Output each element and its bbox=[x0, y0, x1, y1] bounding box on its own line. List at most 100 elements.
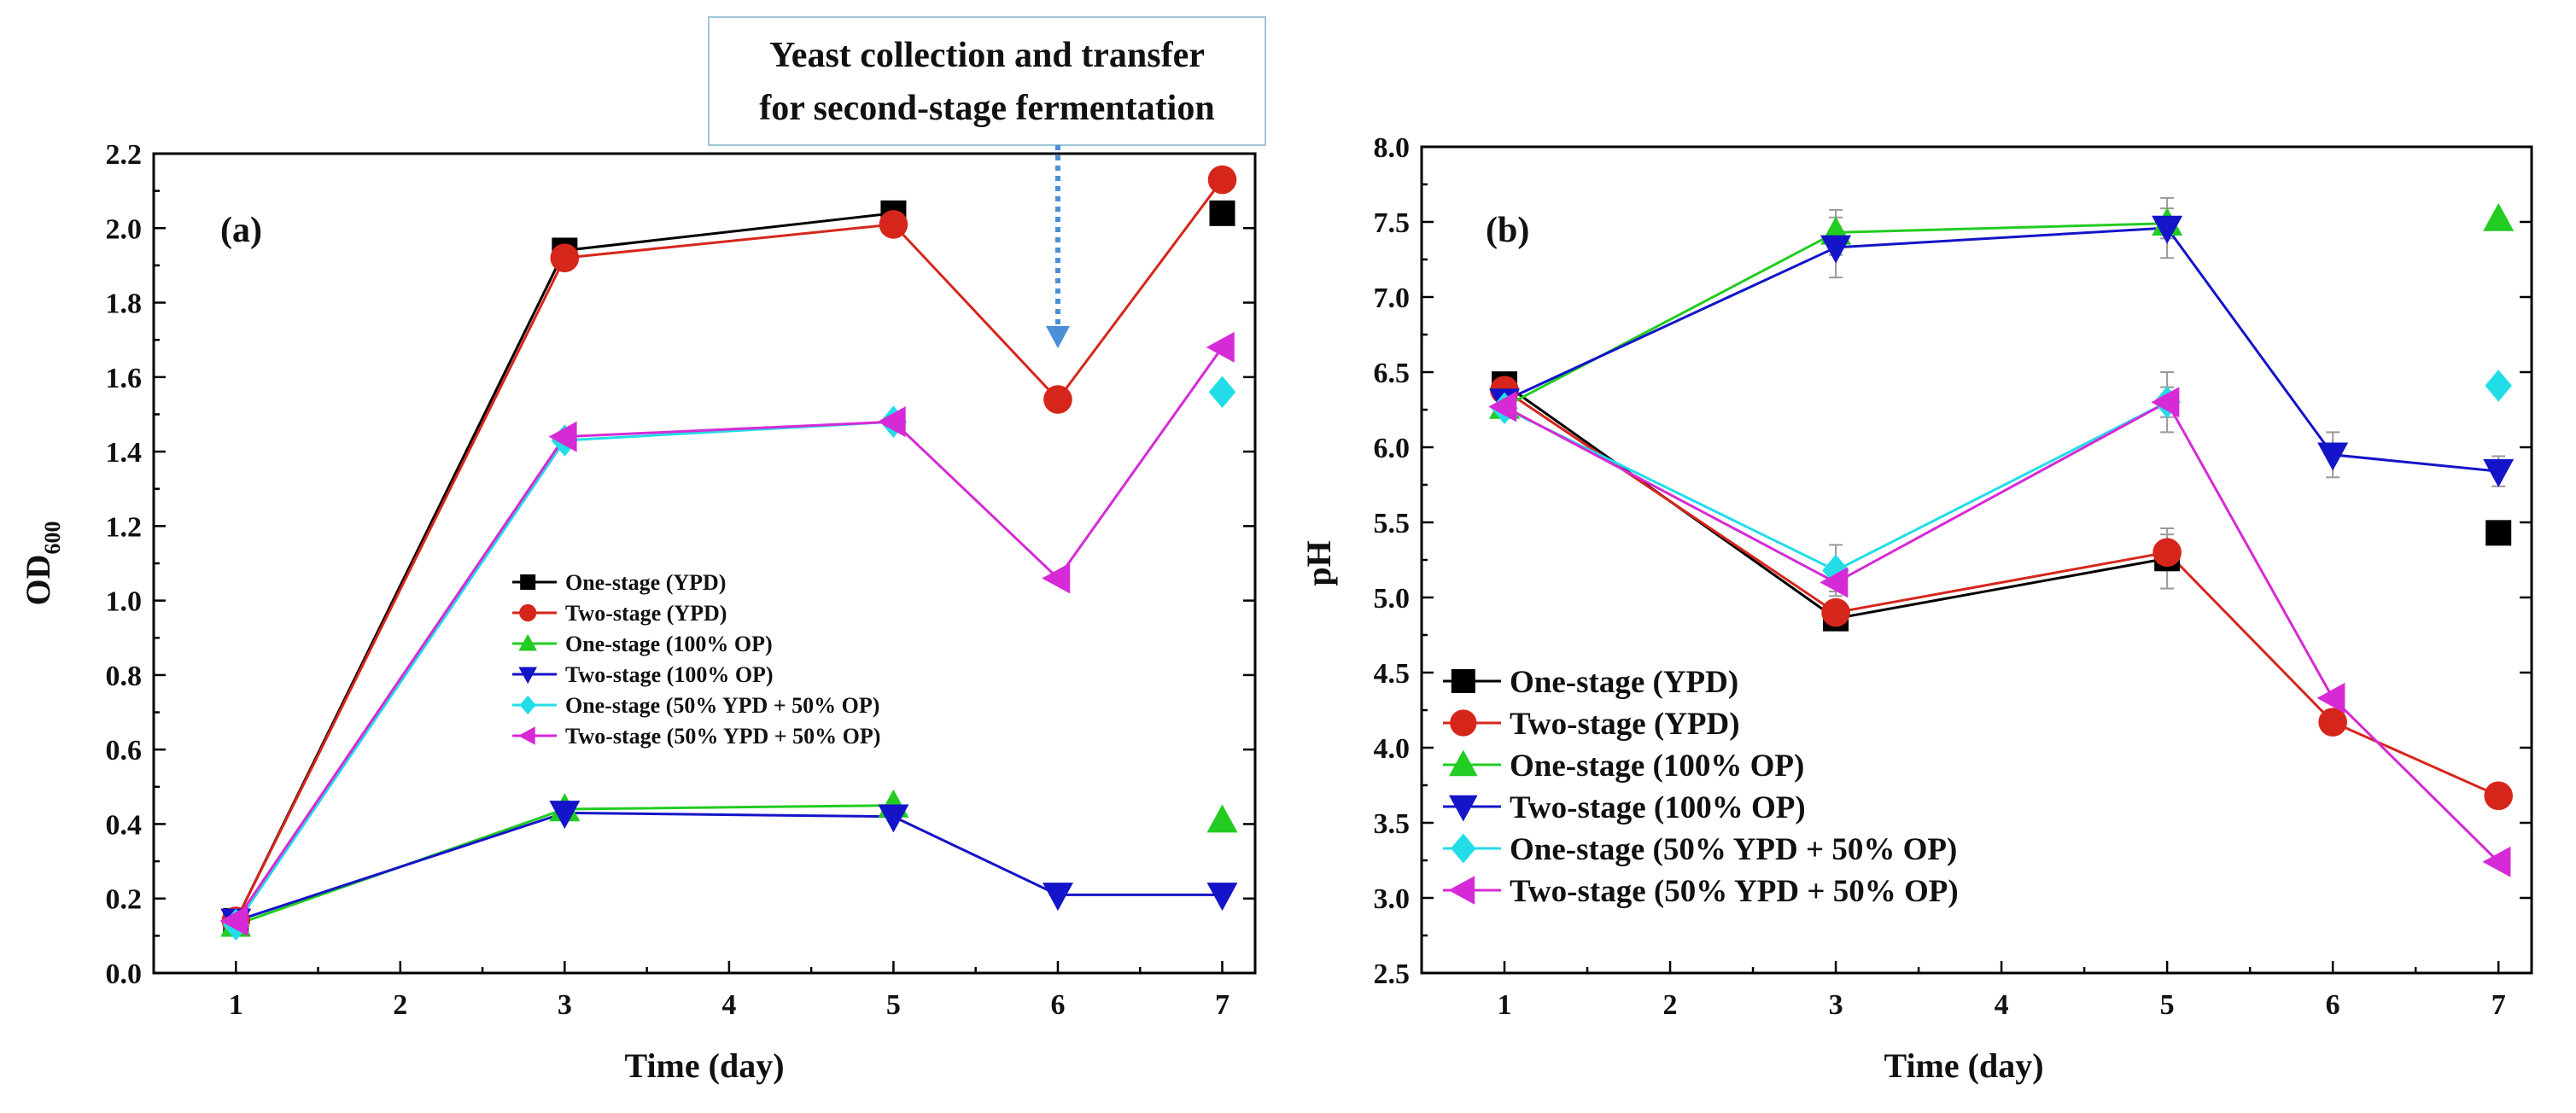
y-tick-label: 7.5 bbox=[1374, 207, 1411, 239]
legend-label: Two-stage (100% OP) bbox=[565, 662, 774, 687]
x-tick-label: 1 bbox=[229, 989, 243, 1021]
y-tick-label: 1.2 bbox=[106, 511, 143, 543]
x-axis-title-b: Time (day) bbox=[1884, 1046, 2043, 1085]
data-point bbox=[2317, 442, 2349, 471]
x-tick-label: 3 bbox=[558, 989, 572, 1021]
annotation-line-2: for second-stage fermentation bbox=[759, 89, 1214, 128]
x-tick-label: 2 bbox=[393, 989, 407, 1021]
data-point-isolated bbox=[2485, 520, 2512, 546]
chart-panel-b: 1 2 3 4 5 6 7 2.5 3.0 3.5 4.0 4.5 5.0 5.5 6.0 6.5 7.0 7.5… bbox=[1300, 132, 2533, 1085]
y-tick-label: 2.2 bbox=[106, 139, 143, 171]
y-tick-label: 0.2 bbox=[106, 884, 143, 916]
data-point bbox=[2151, 387, 2180, 418]
legend-marker bbox=[1448, 876, 1475, 905]
y-tick-label: 0.0 bbox=[106, 959, 143, 990]
y-tick-label: 1.6 bbox=[106, 363, 143, 394]
legend-marker bbox=[1450, 709, 1477, 737]
data-point bbox=[877, 406, 906, 438]
data-point bbox=[1206, 883, 1238, 912]
data-point-isolated bbox=[1208, 376, 1236, 409]
legend-marker bbox=[1449, 795, 1478, 822]
x-tick-label: 4 bbox=[1995, 989, 2009, 1021]
y-tick-label: 5.5 bbox=[1374, 508, 1411, 539]
axis-ticks-b: 1 2 3 4 5 6 7 2.5 3.0 3.5 4.0 4.5 5.0 5.5 6.0 6.5 7.0 7.5… bbox=[1374, 132, 2532, 1021]
data-point bbox=[2153, 538, 2182, 567]
y-tick-label: 5.0 bbox=[1374, 583, 1411, 615]
legend-marker bbox=[518, 667, 537, 685]
data-point bbox=[1821, 597, 1850, 627]
series-markers-a bbox=[219, 165, 1238, 941]
x-tick-label: 6 bbox=[2326, 989, 2340, 1021]
legend-label: One-stage (100% OP) bbox=[565, 632, 773, 656]
chart-panel-a: 1 2 3 4 5 6 7 0.0 0.2 0.4 0.6 0.8 1.0 1.2 1.4 1.6 1.8 2.0… bbox=[19, 139, 1257, 1085]
y-tick-label: 0.8 bbox=[106, 661, 143, 692]
legend-marker bbox=[1449, 749, 1478, 777]
x-axis-title-a: Time (day) bbox=[624, 1046, 784, 1085]
y-tick-label: 4.5 bbox=[1374, 658, 1411, 690]
y-tick-label: 2.5 bbox=[1374, 959, 1411, 990]
y-axis-title-a: OD600 bbox=[19, 522, 65, 606]
data-point bbox=[2316, 682, 2345, 714]
data-point bbox=[878, 804, 909, 833]
legend-label: One-stage (YPD) bbox=[1510, 665, 1738, 700]
legend-marker bbox=[517, 726, 535, 745]
x-tick-label: 2 bbox=[1663, 989, 1678, 1021]
svg-text:OD600: OD600 bbox=[19, 522, 65, 606]
y-tick-label: 1.4 bbox=[106, 437, 143, 469]
data-point bbox=[219, 905, 248, 936]
data-point bbox=[1488, 391, 1517, 422]
panel-label-a: (a) bbox=[220, 211, 262, 250]
legend-marker bbox=[520, 574, 536, 590]
annotation-line-1: Yeast collection and transfer bbox=[769, 36, 1205, 75]
data-point bbox=[2482, 846, 2511, 877]
legend-marker bbox=[518, 633, 537, 651]
legend-marker bbox=[1451, 669, 1475, 693]
y-tick-label: 1.0 bbox=[106, 586, 143, 618]
data-point bbox=[1042, 562, 1071, 594]
x-tick-label: 5 bbox=[886, 989, 901, 1021]
data-point bbox=[1820, 567, 1849, 598]
data-point bbox=[1206, 331, 1235, 363]
x-tick-label: 6 bbox=[1050, 989, 1065, 1021]
y-tick-label: 4.0 bbox=[1374, 733, 1411, 765]
data-point bbox=[549, 801, 581, 830]
data-point bbox=[550, 243, 580, 272]
legend-label: Two-stage (50% YPD + 50% OP) bbox=[1510, 874, 1959, 909]
data-point bbox=[2318, 708, 2347, 737]
data-point bbox=[2483, 458, 2515, 487]
legend-label: One-stage (50% YPD + 50% OP) bbox=[1510, 832, 1957, 867]
y-tick-label: 3.5 bbox=[1374, 808, 1411, 840]
y-axis-title-b-text: pH bbox=[1300, 540, 1338, 586]
data-point bbox=[548, 421, 577, 452]
x-tick-label: 5 bbox=[2160, 989, 2175, 1021]
data-point bbox=[1043, 385, 1072, 414]
y-tick-label: 2.0 bbox=[106, 213, 143, 245]
data-point bbox=[879, 210, 908, 239]
annotation-arrow-head bbox=[1045, 326, 1070, 348]
legend-marker bbox=[519, 603, 537, 622]
legend-label: Two-stage (50% YPD + 50% OP) bbox=[565, 724, 880, 749]
x-tick-label: 7 bbox=[1215, 989, 1230, 1021]
legend-a: One-stage (YPD) Two-stage (YPD) One-stage … bbox=[512, 570, 880, 749]
x-tick-label: 1 bbox=[1498, 989, 1512, 1021]
x-tick-label: 3 bbox=[1829, 989, 1843, 1021]
legend-label: Two-stage (YPD) bbox=[1510, 707, 1740, 742]
y-tick-label: 0.6 bbox=[106, 735, 143, 766]
data-point bbox=[1820, 235, 1852, 264]
y-tick-label: 0.4 bbox=[106, 809, 143, 841]
y-tick-label: 7.0 bbox=[1374, 283, 1411, 314]
legend-label: Two-stage (100% OP) bbox=[1510, 790, 1806, 825]
x-tick-label: 4 bbox=[721, 989, 736, 1021]
legend-label: One-stage (100% OP) bbox=[1510, 749, 1804, 784]
legend-label: Two-stage (YPD) bbox=[565, 601, 727, 626]
x-tick-label: 7 bbox=[2491, 989, 2506, 1021]
legend-label: One-stage (50% YPD + 50% OP) bbox=[565, 693, 879, 718]
y-tick-label: 6.5 bbox=[1374, 358, 1411, 389]
y-tick-label: 1.8 bbox=[106, 288, 143, 320]
axis-ticks-a: 1 2 3 4 5 6 7 0.0 0.2 0.4 0.6 0.8 1.0 1.2 1.4 1.6 1.8 2.0… bbox=[106, 139, 1255, 1021]
data-point bbox=[1207, 165, 1237, 195]
data-point-isolated bbox=[2485, 370, 2512, 402]
y-axis-title-a-sub: 600 bbox=[40, 522, 65, 555]
